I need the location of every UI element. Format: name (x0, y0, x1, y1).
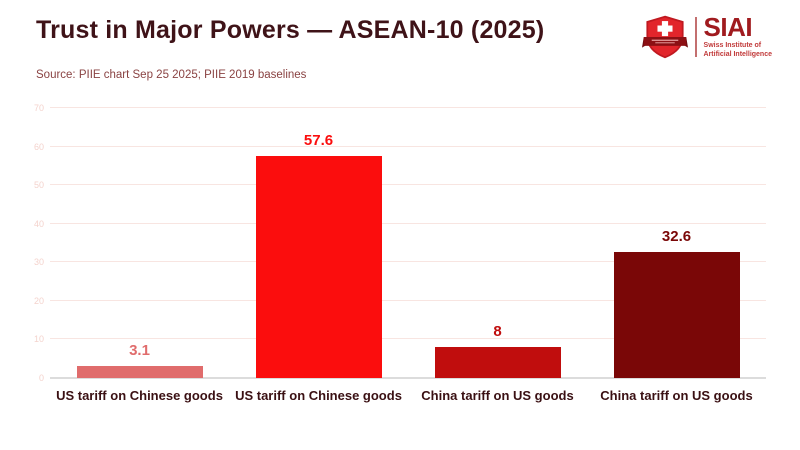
y-axis: 0 10 20 30 40 50 60 70 (0, 103, 44, 383)
gridline-30 (50, 261, 766, 263)
gridline-60 (50, 145, 766, 147)
value-label-4: 32.6 (661, 228, 692, 246)
value-label-2: 57.6 (303, 131, 334, 149)
y-tick-label-10: 10 (33, 334, 44, 345)
bar-slot-3: 8 (408, 108, 587, 378)
gridline-0 (50, 377, 766, 379)
siai-logo: SIAI Swiss Institute of Artificial Intel… (641, 11, 772, 61)
plot-area: 3.1 57.6 8 32.6 (50, 107, 766, 379)
value-label-3: 8 (493, 323, 502, 341)
bar-1 (76, 366, 203, 378)
y-tick-label-70: 70 (33, 103, 44, 113)
logo-text: SIAI Swiss Institute of Artificial Intel… (703, 11, 772, 60)
logo-subtitle-line1: Swiss Institute of (703, 42, 762, 50)
y-tick-label-30: 30 (33, 257, 44, 268)
bar-2 (255, 155, 382, 378)
x-category-label-3: China tariff on US goods (421, 388, 574, 403)
bar-4 (613, 252, 740, 378)
y-tick-label-50: 50 (33, 180, 44, 191)
bars-row: 3.1 57.6 8 32.6 (50, 108, 766, 378)
y-tick-label-60: 60 (33, 141, 44, 152)
gridline-20 (50, 299, 766, 301)
page-title: Trust in Major Powers — ASEAN-10 (2025) (36, 16, 545, 44)
logo-subtitle-line2: Artificial Intelligence (703, 51, 772, 59)
bar-3 (434, 347, 561, 378)
y-tick-label-40: 40 (33, 218, 44, 229)
gridline-10 (50, 338, 766, 340)
logo-subtitle: Swiss Institute of Artificial Intelligen… (704, 41, 772, 59)
gridline-50 (50, 184, 766, 186)
x-category-label-2: US tariff on Chinese goods (235, 388, 402, 403)
siai-shield-icon (641, 15, 688, 59)
bar-slot-4: 32.6 (587, 108, 766, 378)
x-axis-labels: US tariff on Chinese goods US tariff on C… (50, 388, 766, 404)
logo-name: SIAI (703, 11, 753, 42)
bar-slot-2: 57.6 (229, 108, 408, 378)
x-category-label-4: China tariff on US goods (600, 388, 753, 403)
gridline-70 (50, 107, 766, 108)
y-tick-label-0: 0 (38, 373, 44, 383)
logo-divider (694, 17, 697, 57)
bar-slot-1: 3.1 (50, 108, 229, 378)
y-tick-label-20: 20 (33, 295, 44, 306)
source-note: Source: PIIE chart Sep 25 2025; PIIE 201… (36, 69, 307, 81)
gridline-40 (50, 222, 766, 224)
value-label-1: 3.1 (129, 342, 150, 360)
x-category-label-1: US tariff on Chinese goods (56, 388, 223, 403)
